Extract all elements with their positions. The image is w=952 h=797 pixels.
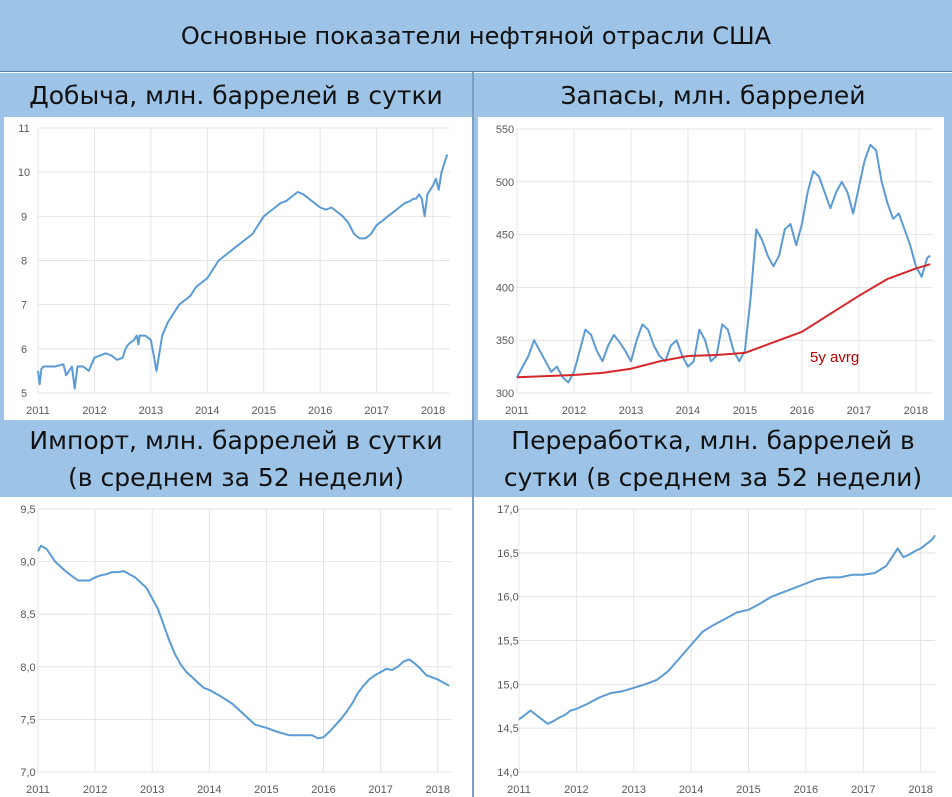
refining-ytick-label: 16,5 (497, 548, 518, 560)
refining-ytick-label: 15,0 (497, 679, 518, 691)
refining-title-line2: сутки (в среднем за 52 недели) (503, 462, 923, 492)
imports-xtick-label: 2016 (311, 784, 335, 796)
imports-xtick-label: 2011 (26, 784, 50, 796)
imports-series-line (37, 544, 450, 740)
refining-title-line1: Переработка, млн. баррелей в (511, 425, 915, 455)
imports-ytick-label: 7,0 (20, 767, 35, 779)
imports-ytick-label: 8,0 (20, 662, 35, 674)
production-xtick-label: 2016 (308, 405, 332, 417)
refining-xtick-label: 2017 (851, 784, 875, 796)
refining-xtick-label: 2015 (736, 784, 760, 796)
stocks-avg-line (516, 263, 931, 379)
production-ytick-label: 8 (21, 256, 27, 268)
imports-ytick-label: 7,5 (20, 714, 35, 726)
imports-xtick-label: 2017 (368, 784, 392, 796)
refining-ytick-label: 16,0 (497, 592, 518, 604)
stocks-xtick-label: 2013 (619, 405, 643, 417)
imports-title-line1: Импорт, млн. баррелей в сутки (29, 425, 443, 455)
center-divider (472, 72, 474, 797)
imports-xtick-label: 2012 (83, 784, 107, 796)
production-series-line (37, 154, 449, 390)
production-panel-title: Добыча, млн. баррелей в сутки (0, 73, 472, 117)
stocks-annotation: 5y avrg (810, 349, 859, 366)
production-xtick-label: 2015 (252, 405, 276, 417)
refining-panel-title: Переработка, млн. баррелей в сутки (в ср… (474, 420, 952, 497)
production-xtick-label: 2014 (195, 405, 219, 417)
stocks-xtick-label: 2015 (733, 405, 757, 417)
production-xtick-label: 2018 (421, 405, 445, 417)
refining-xtick-label: 2018 (908, 784, 932, 796)
left-strip-top (0, 117, 4, 420)
mid-strip-top (474, 117, 478, 420)
production-ytick-label: 11 (18, 123, 29, 135)
refining-ytick-label: 14,0 (497, 767, 518, 779)
right-strip-top (944, 117, 952, 420)
imports-title-line2: (в среднем за 52 недели) (68, 462, 404, 492)
refining-ytick-label: 17,0 (497, 504, 518, 516)
refining-xtick-label: 2013 (622, 784, 646, 796)
production-xtick-label: 2017 (364, 405, 388, 417)
stocks-xtick-label: 2018 (904, 405, 928, 417)
production-ytick-label: 6 (21, 344, 27, 356)
production-ytick-label: 10 (18, 167, 30, 179)
imports-xtick-label: 2015 (254, 784, 278, 796)
refining-xtick-label: 2014 (679, 784, 703, 796)
stocks-ytick-label: 450 (496, 230, 514, 242)
imports-ytick-label: 9,5 (20, 504, 35, 516)
stocks-panel-title: Запасы, млн. баррелей (474, 73, 952, 117)
imports-xtick-label: 2013 (140, 784, 164, 796)
refining-ytick-label: 15,5 (497, 636, 518, 648)
stocks-series-line (516, 143, 931, 384)
stocks-xtick-label: 2016 (790, 405, 814, 417)
stocks-xtick-label: 2014 (676, 405, 700, 417)
imports-ytick-label: 8,5 (20, 609, 35, 621)
stocks-ytick-label: 550 (496, 124, 514, 136)
refining-xtick-label: 2012 (564, 784, 588, 796)
production-ytick-label: 5 (21, 388, 27, 400)
imports-xtick-label: 2018 (425, 784, 449, 796)
production-ytick-label: 9 (21, 211, 27, 223)
stocks-ytick-label: 350 (496, 335, 514, 347)
production-xtick-label: 2012 (82, 405, 106, 417)
imports-xtick-label: 2014 (197, 784, 221, 796)
refining-ytick-label: 14,5 (497, 723, 518, 735)
stocks-xtick-label: 2011 (505, 405, 529, 417)
imports-panel-title: Импорт, млн. баррелей в сутки (в среднем… (0, 420, 472, 497)
production-xtick-label: 2011 (26, 405, 50, 417)
production-ytick-label: 7 (21, 300, 27, 312)
main-title: Основные показатели нефтяной отрасли США (0, 0, 952, 72)
stocks-xtick-label: 2012 (562, 405, 586, 417)
refining-xtick-label: 2011 (507, 784, 531, 796)
stocks-xtick-label: 2017 (847, 405, 871, 417)
refining-xtick-label: 2016 (794, 784, 818, 796)
stocks-ytick-label: 300 (496, 388, 514, 400)
stocks-ytick-label: 500 (496, 177, 514, 189)
production-xtick-label: 2013 (139, 405, 163, 417)
imports-ytick-label: 9,0 (20, 557, 35, 569)
stocks-ytick-label: 400 (496, 282, 514, 294)
refining-series-line (518, 534, 936, 725)
